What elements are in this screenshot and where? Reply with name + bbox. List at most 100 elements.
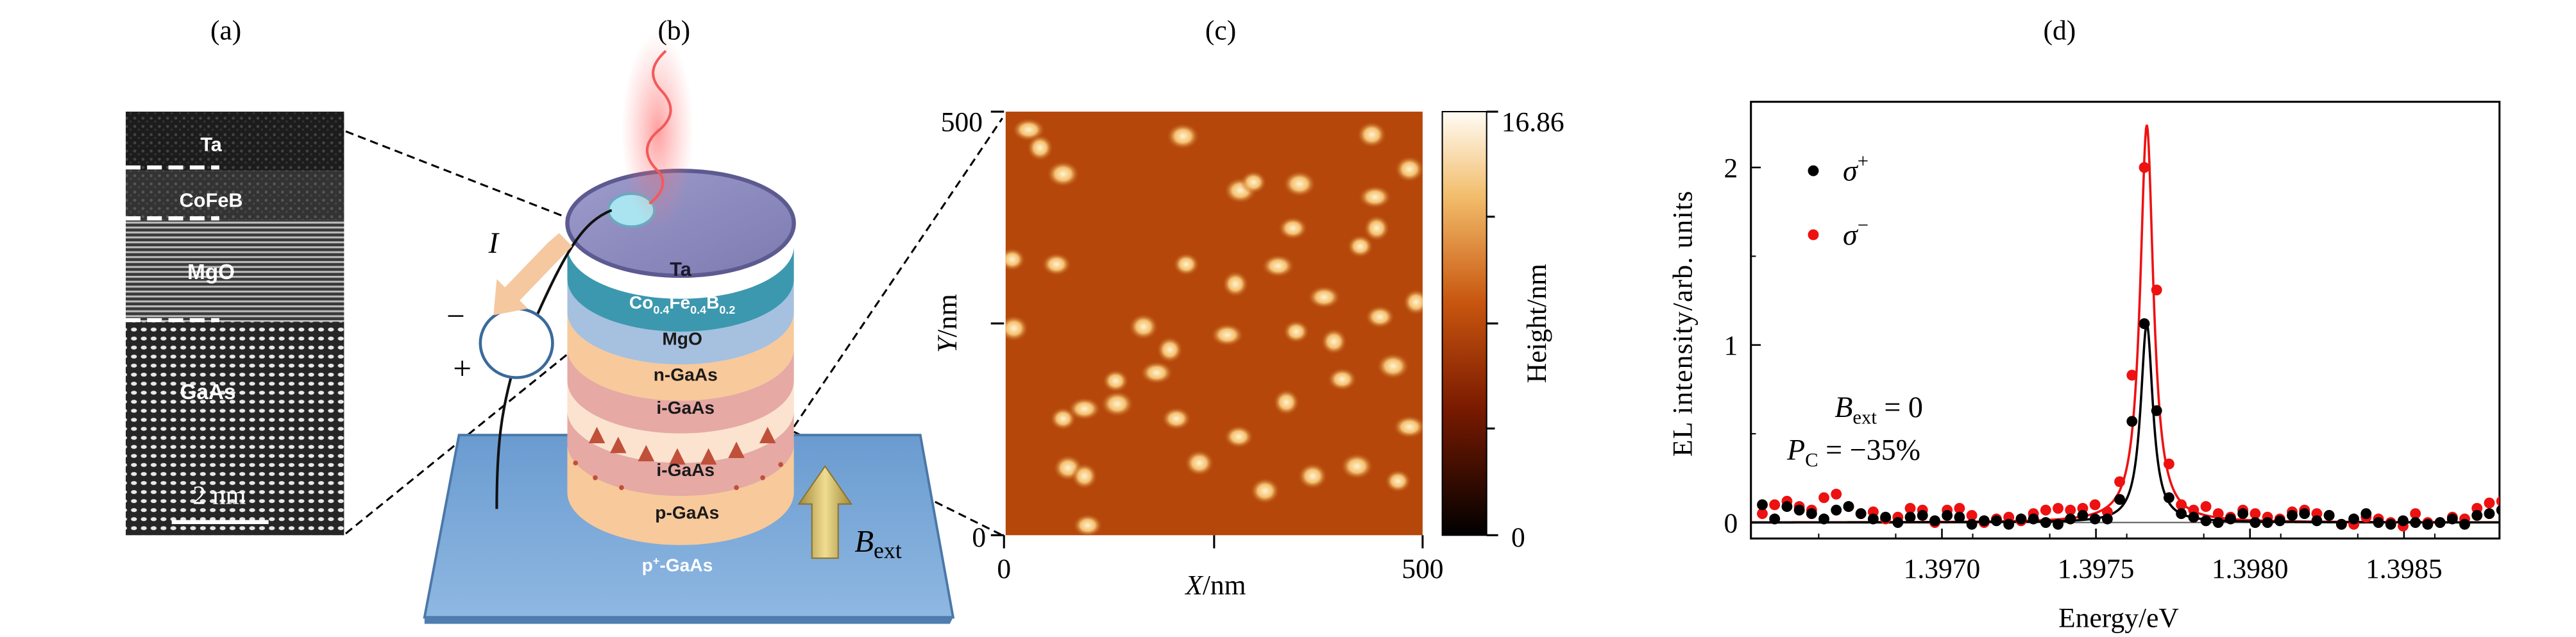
wire: [495, 369, 514, 509]
data-point-sigma-minus: [2410, 508, 2421, 520]
el-spectrum-plot: 1.3970 1.3975 1.3980 1.3985 0 1 2: [1724, 101, 2501, 584]
afm-island: [1384, 469, 1411, 493]
data-point-sigma-plus: [2287, 510, 2298, 521]
data-point-sigma-plus: [2139, 318, 2150, 330]
data-point-sigma-minus: [1966, 510, 1978, 521]
data-point-sigma-plus: [2163, 492, 2174, 504]
panel-label-a: (a): [210, 15, 241, 46]
x-tick-label: 1.3985: [2366, 554, 2443, 584]
data-point-sigma-plus: [2348, 513, 2360, 525]
afm-island: [1340, 453, 1374, 480]
afm-y-label: Y/nm: [932, 294, 963, 353]
legend-marker-sigma-plus: [1808, 165, 1819, 176]
afm-x-label: X/nm: [1184, 570, 1246, 600]
data-point-sigma-plus: [1769, 513, 1781, 525]
data-point-sigma-plus: [2250, 517, 2261, 528]
tem-layer-cofeb: CoFeB: [180, 189, 243, 211]
tem-layer-mgo: MgO: [187, 260, 235, 284]
y-tick-label: 1: [1724, 330, 1738, 361]
afm-island: [1250, 477, 1280, 504]
data-point-sigma-plus: [2373, 517, 2384, 528]
colorbar-min: 0: [1511, 522, 1525, 553]
data-point-sigma-minus: [1904, 502, 1916, 514]
data-point-sigma-plus: [2114, 494, 2126, 505]
afm-island: [1298, 463, 1328, 489]
layer-label-mgo: MgO: [662, 328, 702, 348]
data-point-sigma-minus: [2040, 504, 2051, 516]
data-point-sigma-minus: [2065, 504, 2076, 516]
afm-island: [1102, 369, 1129, 393]
data-point-sigma-plus: [2176, 508, 2187, 520]
device-schematic: Ta Co0.4Fe0.4B0.2 MgO n-GaAs i-GaAs i-Ga…: [423, 33, 955, 624]
afm-island: [1046, 160, 1080, 187]
data-point-sigma-plus: [2015, 513, 2027, 525]
data-point-sigma-plus: [2274, 515, 2285, 527]
data-point-sigma-plus: [2065, 513, 2076, 525]
data-point-sigma-plus: [1917, 510, 1928, 521]
zoom-guide-lines: [345, 117, 1003, 536]
data-point-sigma-plus: [1831, 504, 1842, 516]
minus-sign: −: [446, 298, 465, 334]
data-point-sigma-plus: [2335, 518, 2347, 530]
data-point-sigma-plus: [1892, 517, 1904, 528]
afm-island: [1184, 450, 1214, 477]
afm-island: [1394, 156, 1423, 183]
tem-image: Ta CoFeB MgO GaAs 2 nm: [126, 112, 344, 536]
photon-wave-icon: [645, 49, 672, 205]
layer-label-n-gaas: n-GaAs: [654, 365, 718, 385]
data-point-sigma-plus: [1904, 511, 1916, 523]
x-axis-label: Energy/eV: [2058, 603, 2179, 634]
afm-island: [1072, 514, 1103, 536]
data-point-sigma-plus: [1757, 499, 1768, 511]
data-point-sigma-plus: [1818, 513, 1829, 525]
afm-island: [1327, 368, 1357, 391]
data-point-sigma-plus: [2422, 518, 2434, 530]
current-arrow-icon: [493, 233, 573, 316]
afm-island: [1403, 289, 1423, 316]
data-point-sigma-plus: [2360, 508, 2372, 520]
tem-layer-ta: Ta: [200, 133, 222, 155]
afm-island: [1365, 305, 1395, 328]
afm-island: [1393, 415, 1423, 439]
afm-y-tick-0: 0: [972, 522, 986, 553]
plot-frame: [1750, 101, 2501, 539]
afm-island: [1307, 285, 1341, 309]
afm-island: [1166, 123, 1199, 149]
data-point-sigma-plus: [1793, 504, 1805, 516]
panel-label-c: (c): [1205, 15, 1236, 46]
data-point-sigma-plus: [2299, 508, 2310, 520]
data-point-sigma-minus: [2163, 458, 2174, 470]
afm-island: [1357, 121, 1387, 148]
data-point-sigma-minus: [2176, 499, 2187, 511]
y-tick-label: 0: [1724, 508, 1738, 539]
data-point-sigma-plus: [2262, 517, 2273, 528]
colorbar: [1441, 110, 1498, 536]
data-point-sigma-minus: [1818, 492, 1829, 504]
annotation-polarization: PC = −35%: [1786, 434, 1920, 471]
data-point-sigma-plus: [2397, 515, 2409, 527]
legend-label-sigma-plus: σ+: [1843, 150, 1868, 187]
voltage-source-icon: [479, 307, 554, 379]
afm-axes: [990, 110, 1424, 548]
panel-label-d: (d): [2043, 15, 2076, 46]
colorbar-label: Height/nm: [1521, 264, 1552, 383]
data-point-sigma-plus: [2077, 510, 2089, 521]
data-point-sigma-plus: [2385, 518, 2396, 530]
tem-layer-gaas: GaAs: [180, 380, 236, 404]
data-point-sigma-minus: [2139, 162, 2150, 173]
data-point-sigma-plus: [2188, 511, 2199, 523]
legend-label-sigma-minus: σ−: [1843, 214, 1868, 251]
afm-island: [1068, 397, 1101, 421]
afm-x-tick-0: 0: [997, 554, 1011, 584]
data-point-sigma-plus: [1929, 515, 1940, 527]
layer-label-substrate: p+-GaAs: [642, 554, 713, 575]
plus-sign: +: [453, 350, 471, 387]
data-point-sigma-minus: [2200, 501, 2212, 513]
afm-map: [1005, 112, 1423, 536]
afm-island: [1224, 425, 1254, 448]
data-point-sigma-minus: [2053, 502, 2063, 514]
afm-island: [1283, 171, 1316, 198]
afm-x-tick-500: 500: [1402, 554, 1443, 584]
y-axis-label: EL intensity/arb. units: [1668, 190, 1699, 457]
x-tick-label: 1.3970: [1904, 554, 1981, 584]
